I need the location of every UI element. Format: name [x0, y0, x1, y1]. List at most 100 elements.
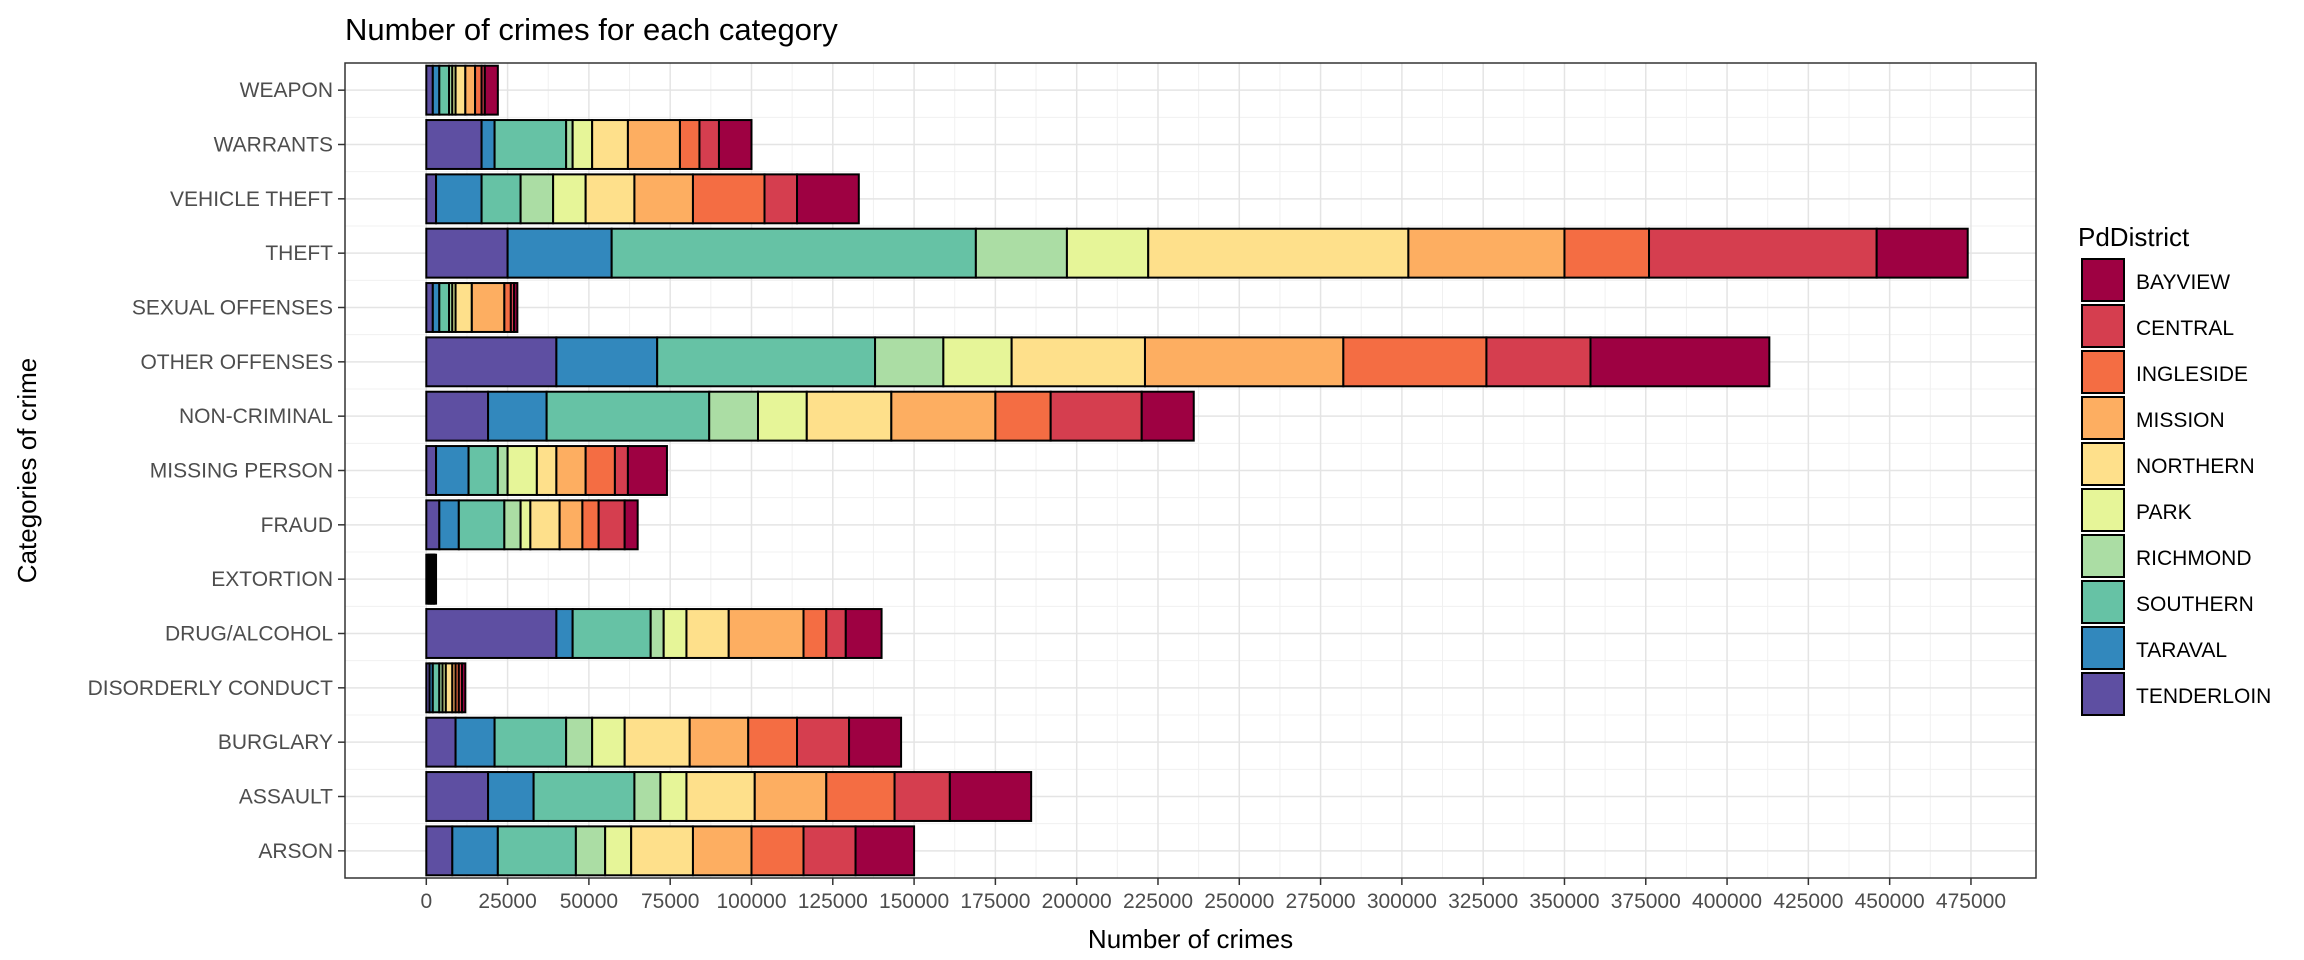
bar-warrants-southern [493, 119, 568, 170]
bars [425, 64, 1969, 877]
bar-missing-person-ingleside [584, 445, 616, 496]
bar-sexual-offenses-mission [470, 282, 506, 333]
bar-sexual-offenses-northern [454, 282, 473, 333]
bar-fraud-richmond [503, 499, 522, 551]
bar-fraud-tenderloin [425, 499, 441, 551]
bar-other-offenses-central [1485, 336, 1592, 388]
bar-non-criminal-southern [545, 390, 711, 442]
bar-other-offenses-mission [1143, 336, 1345, 388]
legend-label-bayview: BAYVIEW [2136, 271, 2230, 294]
legend-swatch-mission [2081, 396, 2125, 440]
bar-fraud-mission [558, 499, 584, 551]
bar-arson-taraval [451, 825, 499, 877]
bar-fraud-ingleside [581, 499, 600, 551]
bar-assault-mission [753, 771, 828, 822]
bar-drug-alcohol-bayview [844, 608, 883, 659]
bar-burglary-mission [688, 716, 750, 768]
bar-assault-tenderloin [425, 771, 490, 822]
y-tick-label: DISORDERLY CONDUCT [88, 677, 334, 700]
x-tick-label: 0 [420, 890, 432, 913]
bar-burglary-central [796, 716, 851, 768]
bar-warrants-mission [626, 119, 681, 170]
x-tick-label: 100000 [716, 890, 786, 913]
bar-vehicle-theft-ingleside [691, 173, 766, 225]
bar-warrants-northern [591, 119, 629, 170]
x-tick-label: 300000 [1367, 890, 1437, 913]
bar-arson-park [604, 825, 633, 877]
bar-vehicle-theft-central [763, 173, 799, 225]
bar-fraud-park [519, 499, 532, 551]
x-tick-label: 125000 [798, 890, 868, 913]
x-tick-label: 450000 [1855, 890, 1925, 913]
bar-non-criminal-bayview [1140, 390, 1195, 442]
bar-burglary-tenderloin [425, 716, 457, 768]
bar-warrants-park [571, 119, 594, 170]
bar-arson-southern [496, 825, 577, 877]
bar-non-criminal-ingleside [994, 390, 1052, 442]
legend-swatch-bayview [2081, 258, 2125, 302]
x-tick-label: 475000 [1936, 890, 2006, 913]
bar-theft-mission [1407, 227, 1566, 279]
legend-swatch-southern [2081, 580, 2125, 624]
bar-sexual-offenses-bayview [513, 282, 519, 333]
y-tick-label: WARRANTS [214, 134, 333, 157]
x-axis-label: Number of crimes [1088, 924, 1293, 954]
bar-drug-alcohol-richmond [649, 608, 665, 659]
x-tick-label: 225000 [1123, 890, 1193, 913]
legend-label-taraval: TARAVAL [2136, 639, 2227, 662]
bar-missing-person-central [613, 445, 629, 496]
bar-drug-alcohol-central [825, 608, 847, 659]
bar-warrants-bayview [717, 119, 753, 170]
bar-missing-person-bayview [626, 445, 668, 496]
bar-theft-northern [1147, 227, 1410, 279]
bar-burglary-park [591, 716, 626, 768]
bar-arson-northern [630, 825, 694, 877]
bar-vehicle-theft-mission [633, 173, 694, 225]
bar-non-criminal-taraval [487, 390, 548, 442]
bar-missing-person-richmond [496, 445, 509, 496]
bar-warrants-tenderloin [425, 119, 483, 170]
legend-label-northern: NORTHERN [2136, 455, 2255, 478]
bar-drug-alcohol-southern [571, 608, 652, 659]
y-tick-label: OTHER OFFENSES [140, 351, 333, 374]
y-tick-label: WEAPON [240, 79, 333, 102]
bar-burglary-taraval [454, 716, 496, 768]
x-tick-label: 50000 [560, 890, 618, 913]
bar-theft-richmond [974, 227, 1068, 279]
legend-label-central: CENTRAL [2136, 317, 2234, 340]
x-tick-label: 175000 [960, 890, 1030, 913]
bar-missing-person-tenderloin [425, 445, 438, 496]
bar-assault-southern [532, 771, 636, 822]
y-tick-label: THEFT [265, 242, 333, 265]
bar-assault-central [893, 771, 951, 822]
bar-sexual-offenses-southern [438, 282, 451, 333]
bar-burglary-richmond [565, 716, 594, 768]
y-axis: ARSON ASSAULT BURGLARY DISORDERLY CONDUCT DR… [88, 79, 345, 863]
x-tick-label: 350000 [1529, 890, 1599, 913]
legend-label-tenderloin: TENDERLOIN [2136, 685, 2271, 708]
legend-label-mission: MISSION [2136, 409, 2225, 432]
bar-burglary-bayview [848, 716, 903, 768]
bar-missing-person-park [506, 445, 538, 496]
bar-arson-richmond [574, 825, 607, 877]
x-tick-label: 150000 [879, 890, 949, 913]
y-tick-label: ARSON [258, 840, 333, 863]
bar-burglary-northern [623, 716, 691, 768]
x-tick-label: 400000 [1692, 890, 1762, 913]
bar-non-criminal-tenderloin [425, 390, 490, 442]
bar-non-criminal-park [756, 390, 808, 442]
bar-assault-ingleside [825, 771, 896, 822]
y-tick-label: SEXUAL OFFENSES [132, 297, 333, 320]
bar-theft-central [1648, 227, 1878, 279]
bar-extortion-bayview [433, 553, 438, 605]
bar-vehicle-theft-southern [480, 173, 522, 225]
bar-drug-alcohol-taraval [555, 608, 574, 659]
x-tick-label: 250000 [1204, 890, 1274, 913]
bar-assault-northern [685, 771, 756, 822]
bar-weapon-southern [438, 64, 451, 116]
legend-swatch-tenderloin [2081, 672, 2125, 716]
bar-vehicle-theft-park [552, 173, 587, 225]
y-axis-label: Categories of crime [12, 358, 42, 583]
